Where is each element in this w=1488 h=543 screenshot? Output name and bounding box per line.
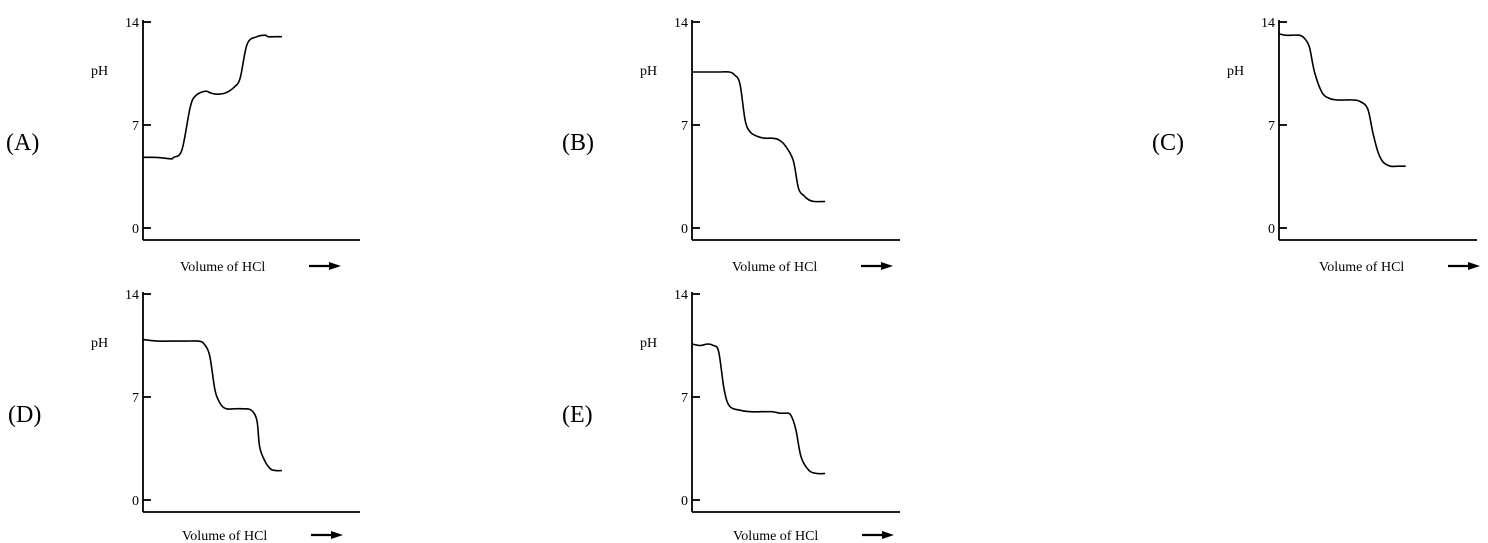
titration-curve [692, 70, 826, 203]
panel-c: (C) pH 14 7 0 Volume of HCl [1152, 16, 1480, 275]
panel-label: (C) [1152, 130, 1184, 156]
y-tick-label: 0 [132, 494, 139, 509]
x-arrow-head [881, 262, 893, 270]
y-tick-label: 0 [681, 222, 688, 237]
y-axis-label: pH [640, 336, 657, 351]
panel-label: (A) [6, 130, 39, 156]
x-arrow-head [882, 531, 894, 539]
titration-curve [142, 34, 282, 160]
titration-curve [142, 338, 282, 472]
panel-label: (D) [8, 402, 41, 428]
y-axis-label: pH [1227, 64, 1244, 79]
y-axis-label: pH [91, 336, 108, 351]
panel-label: (B) [562, 130, 594, 156]
x-axis-label: Volume of HCl [1319, 260, 1404, 275]
panel-a: (A) pH 14 7 0 Volume of HCl [6, 16, 360, 275]
y-tick-label: 14 [1261, 16, 1275, 31]
y-tick-label: 14 [125, 288, 139, 303]
y-tick-label: 0 [1268, 222, 1275, 237]
x-arrow-head [1468, 262, 1480, 270]
y-tick-label: 14 [125, 16, 139, 31]
titration-curve [691, 343, 826, 475]
panel-e: (E) pH 14 7 0 Volume of HCl [562, 288, 900, 543]
x-axis-label: Volume of HCl [182, 529, 267, 543]
y-tick-label: 7 [681, 119, 688, 134]
y-tick-label: 0 [132, 222, 139, 237]
x-axis-label: Volume of HCl [180, 260, 265, 275]
y-tick-label: 0 [681, 494, 688, 509]
titration-curve [1278, 33, 1406, 168]
y-tick-label: 7 [132, 119, 139, 134]
y-tick-label: 7 [132, 391, 139, 406]
y-tick-label: 14 [674, 288, 688, 303]
y-axis-label: pH [640, 64, 657, 79]
x-arrow-head [329, 262, 341, 270]
x-arrow-head [331, 531, 343, 539]
panel-label: (E) [562, 402, 593, 428]
x-axis-label: Volume of HCl [733, 529, 818, 543]
panel-b: (B) pH 14 7 0 Volume of HCl [562, 16, 900, 275]
x-axis-label: Volume of HCl [732, 260, 817, 275]
y-tick-label: 7 [681, 391, 688, 406]
y-tick-label: 14 [674, 16, 688, 31]
y-tick-label: 7 [1268, 119, 1275, 134]
y-axis-label: pH [91, 64, 108, 79]
panel-d: (D) pH 14 7 0 Volume of HCl [8, 288, 360, 543]
